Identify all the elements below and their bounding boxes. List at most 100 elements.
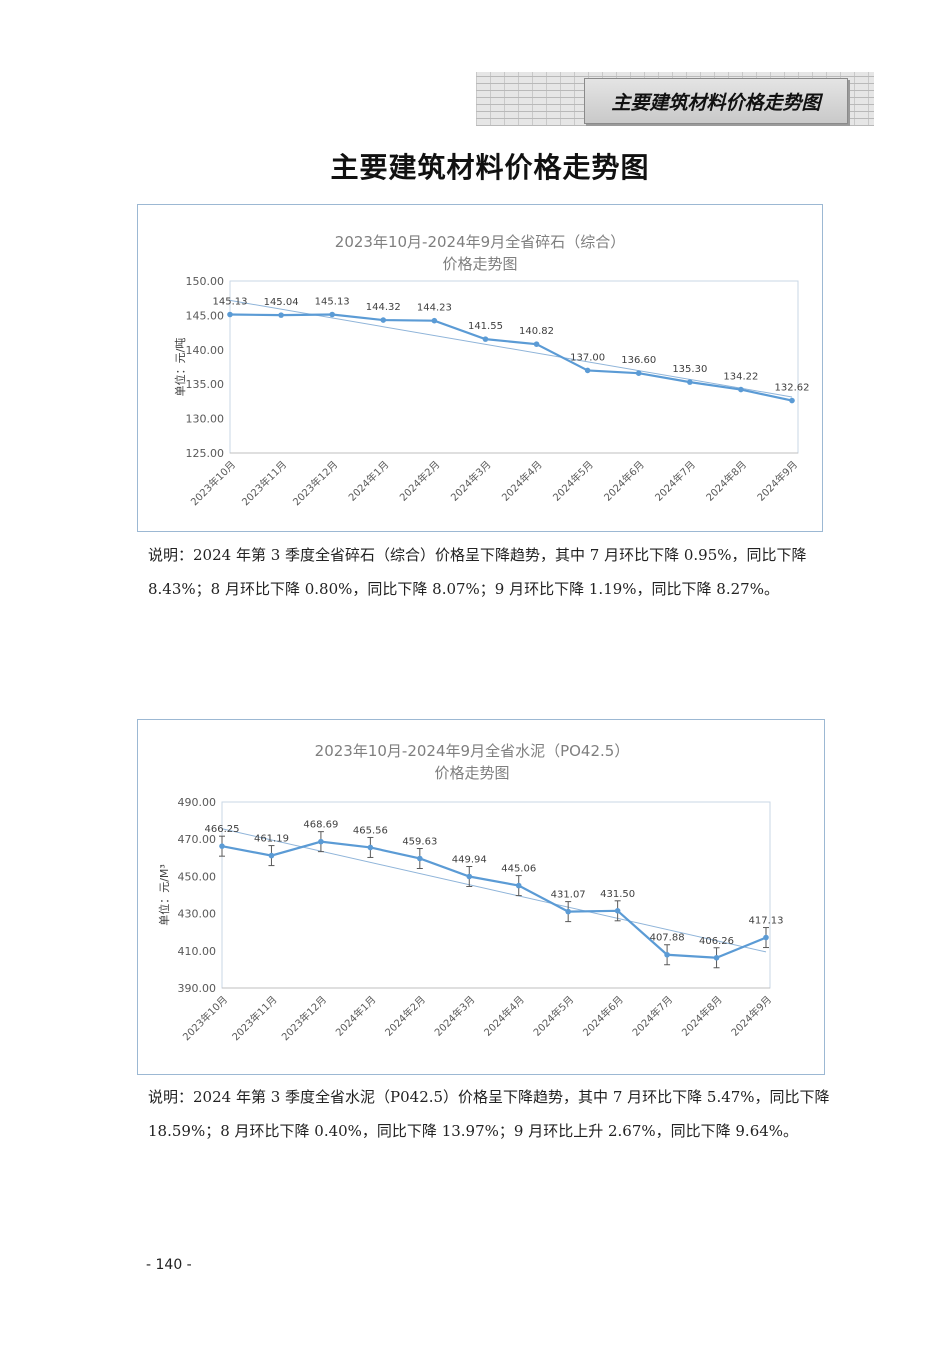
- x-tick-label: 2024年4月: [481, 993, 527, 1039]
- data-point: [367, 844, 374, 851]
- x-tick-label: 2024年8月: [703, 458, 749, 504]
- x-tick-label: 2023年12月: [279, 993, 329, 1043]
- x-tick-label: 2023年11月: [229, 993, 279, 1043]
- data-point: [482, 336, 489, 342]
- data-point: [380, 317, 387, 323]
- chart-title: 2023年10月-2024年9月全省碎石（综合）: [335, 233, 625, 251]
- data-label: 137.00: [570, 352, 605, 363]
- chart-subtitle: 价格走势图: [434, 764, 509, 782]
- data-point: [329, 311, 335, 318]
- x-tick-label: 2023年12月: [290, 458, 340, 508]
- data-point: [565, 908, 571, 915]
- x-tick-label: 2024年1月: [333, 993, 379, 1039]
- y-tick-label: 490.00: [178, 796, 217, 809]
- y-tick-label: 450.00: [178, 870, 217, 883]
- data-label: 140.82: [519, 326, 554, 337]
- data-point: [278, 312, 284, 318]
- y-tick-label: 150.00: [186, 275, 225, 288]
- x-tick-label: 2023年10月: [180, 993, 230, 1043]
- data-point: [466, 873, 473, 880]
- x-tick-label: 2024年6月: [601, 458, 647, 504]
- data-point: [533, 341, 540, 347]
- x-tick-label: 2024年1月: [346, 458, 392, 504]
- x-tick-label: 2024年9月: [754, 458, 800, 504]
- crushed-stone-chart-svg: 2023年10月-2024年9月全省碎石（综合） 价格走势图 125.00 130.0…: [173, 233, 810, 508]
- data-label: 136.60: [621, 355, 656, 366]
- data-label: 459.63: [402, 836, 437, 847]
- data-label: 406.26: [699, 936, 734, 947]
- data-point: [738, 386, 744, 393]
- x-tick-label: 2024年3月: [432, 993, 478, 1039]
- trend-line: [229, 299, 793, 398]
- data-point: [687, 379, 693, 385]
- section-badge: 主要建筑材料价格走势图: [584, 78, 848, 124]
- series-line: [229, 313, 793, 402]
- y-tick-label: 145.00: [186, 309, 225, 322]
- page-title: 主要建筑材料价格走势图: [330, 151, 650, 184]
- data-point: [713, 954, 720, 961]
- x-tick-label: 2024年6月: [580, 993, 626, 1039]
- data-label: 465.56: [353, 825, 388, 836]
- chart-title: 2023年10月-2024年9月全省水泥（PO42.5）: [315, 742, 630, 760]
- data-label: 445.06: [501, 864, 536, 875]
- crushed-stone-note: 说明：2024 年第 3 季度全省碎石（综合）价格呈下降趋势，其中 7 月环比下…: [148, 546, 807, 598]
- data-label: 431.07: [551, 890, 586, 901]
- data-label: 135.30: [672, 364, 707, 375]
- x-tick-label: 2024年8月: [679, 993, 725, 1039]
- x-tick-label: 2024年4月: [499, 458, 545, 504]
- data-label: 145.13: [213, 297, 248, 308]
- data-label: 145.04: [264, 297, 299, 308]
- data-label: 407.88: [650, 933, 685, 944]
- data-point: [227, 311, 233, 318]
- y-tick-label: 135.00: [186, 378, 225, 391]
- x-tick-label: 2024年7月: [652, 458, 698, 504]
- data-label: 449.94: [452, 855, 487, 866]
- data-point: [584, 367, 591, 374]
- x-tick-label: 2024年5月: [550, 458, 596, 504]
- x-tick-label: 2024年3月: [448, 458, 494, 504]
- data-label: 468.69: [303, 820, 338, 831]
- page-number: - 140 -: [146, 1257, 192, 1273]
- data-point: [318, 838, 324, 845]
- y-tick-label: 125.00: [186, 447, 225, 460]
- x-tick-label: 2024年5月: [530, 993, 576, 1039]
- data-point: [763, 934, 769, 941]
- cement-price-chart: 2023年10月-2024年9月全省水泥（PO42.5） 价格走势图 390.00 4…: [137, 719, 825, 1075]
- x-tick-label: 2023年10月: [188, 458, 238, 508]
- data-label: 132.62: [775, 383, 810, 394]
- data-label: 141.55: [468, 321, 503, 332]
- y-tick-label: 430.00: [178, 908, 217, 921]
- cement-note: 说明：2024 年第 3 季度全省水泥（P042.5）价格呈下降趋势，其中 7 …: [148, 1088, 830, 1140]
- y-tick-label: 140.00: [186, 344, 225, 357]
- data-point: [431, 317, 438, 324]
- data-point: [219, 843, 225, 849]
- data-point: [664, 951, 670, 958]
- x-tick-label: 2024年9月: [728, 993, 774, 1039]
- y-tick-label: 130.00: [186, 413, 225, 426]
- data-point: [515, 882, 522, 889]
- y-axis-label: 单位：元/M³: [157, 864, 171, 926]
- data-point: [635, 370, 642, 376]
- data-point: [268, 852, 275, 859]
- crushed-stone-price-chart: 2023年10月-2024年9月全省碎石（综合） 价格走势图 125.00 130.0…: [137, 204, 823, 532]
- data-label: 417.13: [749, 916, 784, 927]
- data-label: 144.23: [417, 303, 452, 314]
- x-tick-label: 2024年2月: [397, 458, 443, 504]
- data-point: [614, 908, 621, 914]
- cement-chart-svg: 2023年10月-2024年9月全省水泥（PO42.5） 价格走势图 390.00 4…: [157, 742, 784, 1043]
- trend-line: [221, 828, 767, 953]
- chart-subtitle: 价格走势图: [442, 255, 517, 273]
- data-label: 145.13: [315, 297, 350, 308]
- data-label: 144.32: [366, 302, 401, 313]
- y-tick-label: 410.00: [178, 945, 217, 958]
- data-point: [417, 855, 423, 862]
- data-label: 461.19: [254, 834, 289, 845]
- data-label: 466.25: [205, 824, 240, 835]
- series-line: [221, 840, 767, 959]
- section-badge-text: 主要建筑材料价格走势图: [611, 91, 821, 114]
- data-point: [789, 397, 795, 404]
- data-label: 134.22: [723, 372, 758, 383]
- y-tick-label: 470.00: [178, 833, 217, 846]
- x-tick-label: 2023年11月: [239, 458, 289, 508]
- x-tick-label: 2024年2月: [382, 993, 428, 1039]
